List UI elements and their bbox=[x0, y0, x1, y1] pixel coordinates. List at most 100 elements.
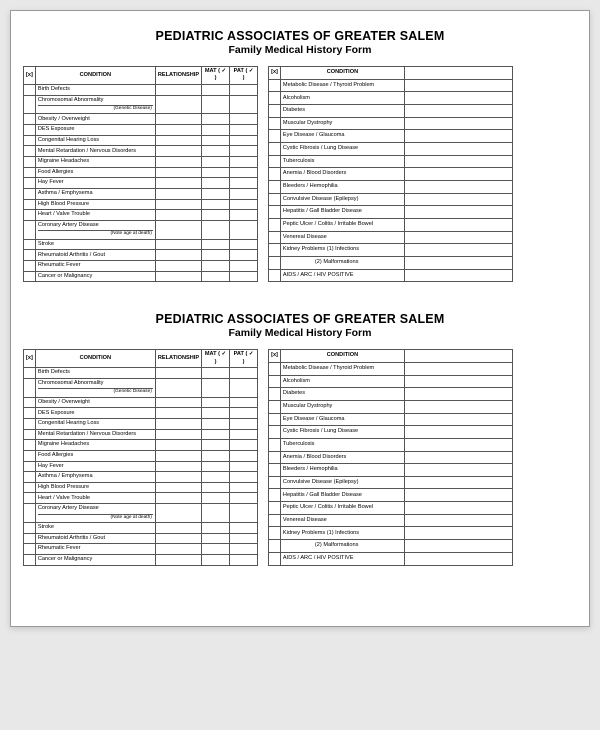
cell-relationship[interactable] bbox=[155, 461, 201, 472]
cell-pat[interactable] bbox=[230, 522, 258, 533]
cell-mat[interactable] bbox=[202, 95, 230, 114]
cell-blank[interactable] bbox=[404, 218, 512, 231]
cell-blank[interactable] bbox=[404, 155, 512, 168]
cell-check[interactable] bbox=[24, 84, 36, 95]
cell-relationship[interactable] bbox=[155, 178, 201, 189]
cell-check[interactable] bbox=[24, 493, 36, 504]
cell-relationship[interactable] bbox=[155, 260, 201, 271]
cell-blank[interactable] bbox=[404, 400, 512, 413]
cell-mat[interactable] bbox=[202, 188, 230, 199]
cell-relationship[interactable] bbox=[155, 199, 201, 210]
cell-pat[interactable] bbox=[230, 418, 258, 429]
cell-relationship[interactable] bbox=[155, 472, 201, 483]
cell-check[interactable] bbox=[269, 464, 281, 477]
cell-check[interactable] bbox=[269, 413, 281, 426]
cell-pat[interactable] bbox=[230, 408, 258, 419]
cell-mat[interactable] bbox=[202, 271, 230, 282]
cell-check[interactable] bbox=[269, 375, 281, 388]
cell-relationship[interactable] bbox=[155, 544, 201, 555]
cell-check[interactable] bbox=[269, 540, 281, 553]
cell-relationship[interactable] bbox=[155, 378, 201, 397]
cell-relationship[interactable] bbox=[155, 167, 201, 178]
cell-relationship[interactable] bbox=[155, 493, 201, 504]
cell-check[interactable] bbox=[269, 104, 281, 117]
cell-check[interactable] bbox=[269, 206, 281, 219]
cell-relationship[interactable] bbox=[155, 239, 201, 250]
cell-check[interactable] bbox=[24, 482, 36, 493]
cell-blank[interactable] bbox=[404, 231, 512, 244]
cell-mat[interactable] bbox=[202, 368, 230, 379]
cell-check[interactable] bbox=[24, 368, 36, 379]
cell-mat[interactable] bbox=[202, 220, 230, 239]
cell-check[interactable] bbox=[269, 117, 281, 130]
cell-check[interactable] bbox=[269, 79, 281, 92]
cell-check[interactable] bbox=[269, 218, 281, 231]
cell-check[interactable] bbox=[24, 188, 36, 199]
cell-pat[interactable] bbox=[230, 84, 258, 95]
cell-check[interactable] bbox=[269, 244, 281, 257]
cell-pat[interactable] bbox=[230, 271, 258, 282]
cell-check[interactable] bbox=[24, 210, 36, 221]
cell-check[interactable] bbox=[24, 408, 36, 419]
cell-pat[interactable] bbox=[230, 260, 258, 271]
cell-blank[interactable] bbox=[404, 502, 512, 515]
cell-blank[interactable] bbox=[404, 514, 512, 527]
cell-pat[interactable] bbox=[230, 450, 258, 461]
cell-check[interactable] bbox=[24, 397, 36, 408]
cell-pat[interactable] bbox=[230, 440, 258, 451]
cell-pat[interactable] bbox=[230, 156, 258, 167]
cell-check[interactable] bbox=[24, 239, 36, 250]
cell-relationship[interactable] bbox=[155, 84, 201, 95]
cell-mat[interactable] bbox=[202, 84, 230, 95]
cell-relationship[interactable] bbox=[155, 504, 201, 523]
cell-blank[interactable] bbox=[404, 438, 512, 451]
cell-pat[interactable] bbox=[230, 429, 258, 440]
cell-check[interactable] bbox=[24, 260, 36, 271]
cell-check[interactable] bbox=[269, 426, 281, 439]
cell-check[interactable] bbox=[24, 440, 36, 451]
cell-pat[interactable] bbox=[230, 533, 258, 544]
cell-check[interactable] bbox=[269, 388, 281, 401]
cell-check[interactable] bbox=[269, 193, 281, 206]
cell-mat[interactable] bbox=[202, 450, 230, 461]
cell-check[interactable] bbox=[24, 504, 36, 523]
cell-relationship[interactable] bbox=[155, 533, 201, 544]
cell-blank[interactable] bbox=[404, 426, 512, 439]
cell-check[interactable] bbox=[24, 95, 36, 114]
cell-check[interactable] bbox=[24, 544, 36, 555]
cell-check[interactable] bbox=[24, 418, 36, 429]
cell-blank[interactable] bbox=[404, 388, 512, 401]
cell-pat[interactable] bbox=[230, 493, 258, 504]
cell-check[interactable] bbox=[269, 256, 281, 269]
cell-blank[interactable] bbox=[404, 104, 512, 117]
cell-check[interactable] bbox=[24, 156, 36, 167]
cell-check[interactable] bbox=[24, 178, 36, 189]
cell-relationship[interactable] bbox=[155, 250, 201, 261]
cell-blank[interactable] bbox=[404, 180, 512, 193]
cell-check[interactable] bbox=[269, 142, 281, 155]
cell-blank[interactable] bbox=[404, 476, 512, 489]
cell-check[interactable] bbox=[269, 269, 281, 282]
cell-mat[interactable] bbox=[202, 156, 230, 167]
cell-pat[interactable] bbox=[230, 135, 258, 146]
cell-mat[interactable] bbox=[202, 429, 230, 440]
cell-blank[interactable] bbox=[404, 142, 512, 155]
cell-pat[interactable] bbox=[230, 461, 258, 472]
cell-mat[interactable] bbox=[202, 135, 230, 146]
cell-check[interactable] bbox=[269, 180, 281, 193]
cell-mat[interactable] bbox=[202, 378, 230, 397]
cell-check[interactable] bbox=[269, 130, 281, 143]
cell-pat[interactable] bbox=[230, 95, 258, 114]
cell-mat[interactable] bbox=[202, 472, 230, 483]
cell-pat[interactable] bbox=[230, 239, 258, 250]
cell-mat[interactable] bbox=[202, 199, 230, 210]
cell-check[interactable] bbox=[269, 231, 281, 244]
cell-check[interactable] bbox=[24, 378, 36, 397]
cell-check[interactable] bbox=[24, 461, 36, 472]
cell-mat[interactable] bbox=[202, 250, 230, 261]
cell-relationship[interactable] bbox=[155, 188, 201, 199]
cell-pat[interactable] bbox=[230, 220, 258, 239]
cell-relationship[interactable] bbox=[155, 482, 201, 493]
cell-check[interactable] bbox=[24, 250, 36, 261]
cell-blank[interactable] bbox=[404, 362, 512, 375]
